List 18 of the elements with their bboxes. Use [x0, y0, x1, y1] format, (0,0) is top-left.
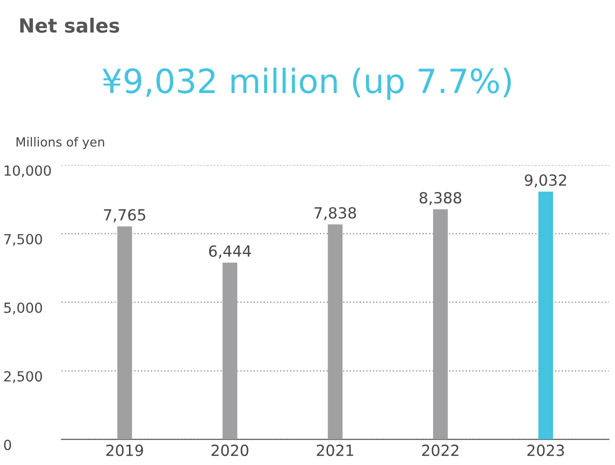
chart-title: Net sales	[20, 18, 120, 33]
data-label: 6,444	[209, 245, 251, 258]
chart-subtitle: ¥9,032 million (up 7.7%)	[102, 68, 511, 100]
y-tick-label: 2,500	[4, 371, 42, 384]
y-tick-label: 7,500	[4, 234, 42, 246]
data-label: 8,388	[420, 192, 462, 206]
y-tick-label: 10,000	[4, 165, 51, 178]
data-label: 7,838	[314, 207, 356, 220]
x-tick-label: 2021	[316, 444, 354, 456]
x-tick-label: 2023	[527, 444, 564, 456]
data-label: 7,765	[104, 209, 146, 222]
x-tick-label: 2022	[422, 444, 458, 456]
y-tick-label: 0	[4, 440, 12, 450]
y-tick-label: 5,000	[4, 302, 42, 314]
y-axis-title: Millions of yen	[16, 136, 104, 150]
x-tick-label: 2020	[212, 444, 248, 456]
x-tick-label: 2019	[106, 444, 144, 456]
data-label: 9,032	[524, 174, 566, 188]
